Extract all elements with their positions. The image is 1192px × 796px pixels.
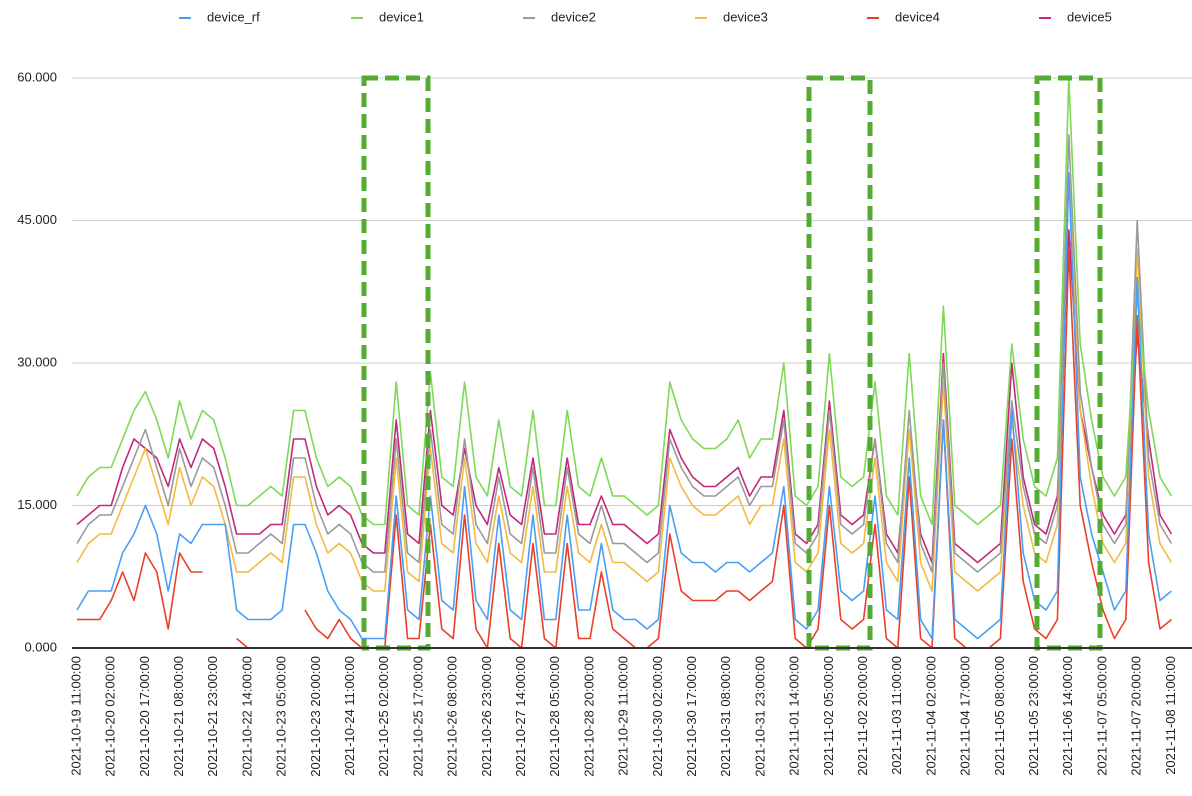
x-tick-label: 2021-10-20 17:00:00 bbox=[137, 656, 152, 777]
x-tick-label: 2021-11-01 14:00:00 bbox=[787, 656, 802, 776]
y-tick-label: 15.000 bbox=[17, 497, 57, 512]
plot-area bbox=[76, 77, 1173, 649]
x-tick-label: 2021-11-02 05:00:00 bbox=[821, 656, 836, 776]
legend-label: device3 bbox=[723, 9, 768, 24]
series-line bbox=[76, 172, 1173, 592]
legend: device_rf device1 device2 device3 device4 dev… bbox=[179, 9, 1112, 24]
x-tick-label: 2021-11-04 02:00:00 bbox=[923, 656, 938, 776]
x-tick-label: 2021-10-23 05:00:00 bbox=[274, 656, 289, 777]
x-tick-label: 2021-10-30 17:00:00 bbox=[684, 656, 699, 777]
x-tick-label: 2021-10-29 11:00:00 bbox=[616, 656, 631, 776]
series-line bbox=[77, 248, 1172, 649]
y-tick-label: 30.000 bbox=[17, 354, 57, 369]
x-tick-label: 2021-10-27 14:00:00 bbox=[513, 656, 528, 777]
x-tick-label: 2021-10-28 20:00:00 bbox=[581, 656, 596, 777]
legend-label: device2 bbox=[551, 9, 596, 24]
grid bbox=[72, 77, 1192, 649]
x-tick-label: 2021-11-02 20:00:00 bbox=[855, 656, 870, 776]
series-line bbox=[76, 172, 1172, 640]
y-tick-label: 0.000 bbox=[24, 639, 57, 654]
x-tick-label: 2021-10-20 02:00:00 bbox=[103, 656, 118, 777]
x-tick-label: 2021-10-25 02:00:00 bbox=[376, 656, 391, 777]
x-tick-label: 2021-10-31 23:00:00 bbox=[752, 656, 767, 777]
x-tick-label: 2021-11-04 17:00:00 bbox=[958, 656, 973, 776]
x-tick-label: 2021-10-21 08:00:00 bbox=[171, 656, 186, 777]
x-tick-label: 2021-11-07 20:00:00 bbox=[1129, 656, 1144, 776]
series-line bbox=[76, 134, 1173, 573]
x-tick-label: 2021-10-26 08:00:00 bbox=[445, 656, 460, 777]
x-tick-label: 2021-10-19 11:00:00 bbox=[68, 656, 83, 776]
highlight-box bbox=[361, 75, 431, 651]
x-tick-label: 2021-11-05 23:00:00 bbox=[1026, 656, 1041, 776]
x-tick-label: 2021-10-24 11:00:00 bbox=[342, 656, 357, 776]
legend-label: device5 bbox=[1067, 9, 1112, 24]
series-line bbox=[76, 77, 1173, 526]
y-tick-label: 45.000 bbox=[17, 212, 57, 227]
x-tick-label: 2021-10-25 17:00:00 bbox=[410, 656, 425, 777]
x-tick-label: 2021-10-30 02:00:00 bbox=[650, 656, 665, 777]
y-tick-label: 60.000 bbox=[17, 69, 57, 84]
x-tick-label: 2021-11-06 14:00:00 bbox=[1060, 656, 1075, 776]
x-tick-label: 2021-11-03 11:00:00 bbox=[889, 656, 904, 775]
series-line bbox=[76, 229, 1173, 564]
axes: 0.000 15.000 30.000 45.000 60.000 2021-10-19 … bbox=[17, 69, 1192, 777]
legend-label: device_rf bbox=[207, 9, 260, 24]
x-tick-label: 2021-10-31 08:00:00 bbox=[718, 656, 733, 777]
x-tick-label: 2021-11-07 05:00:00 bbox=[1094, 656, 1109, 776]
x-tick-label: 2021-11-05 08:00:00 bbox=[992, 656, 1007, 776]
x-tick-label: 2021-10-21 23:00:00 bbox=[205, 656, 220, 777]
legend-label: device4 bbox=[895, 9, 940, 24]
x-tick-label: 2021-10-23 20:00:00 bbox=[308, 656, 323, 777]
x-tick-label: 2021-11-08 11:00:00 bbox=[1163, 656, 1178, 775]
x-tick-label: 2021-10-22 14:00:00 bbox=[239, 656, 254, 777]
legend-label: device1 bbox=[379, 9, 424, 24]
x-tick-label: 2021-10-26 23:00:00 bbox=[479, 656, 494, 777]
x-tick-label: 2021-10-28 05:00:00 bbox=[547, 656, 562, 777]
